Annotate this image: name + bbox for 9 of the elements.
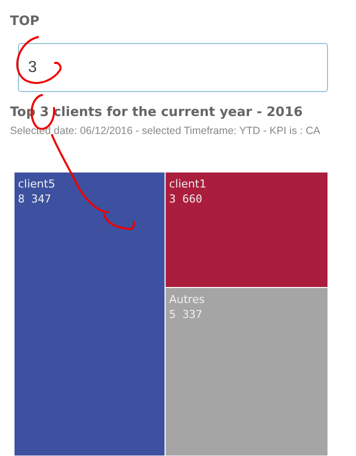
data-label: 3 660: [169, 192, 202, 206]
text: TOP: [10, 14, 40, 29]
category-label: client1: [169, 177, 206, 190]
category-label: Autres: [169, 292, 205, 306]
data-label: 5 337: [169, 308, 202, 321]
text: 3: [18, 43, 328, 92]
data-label: 8 347: [18, 192, 52, 206]
text: Selected date: 06/12/2016 - selected Timeframe: YTD - KPI is : CA: [10, 124, 322, 139]
category-label: client5: [18, 177, 56, 190]
